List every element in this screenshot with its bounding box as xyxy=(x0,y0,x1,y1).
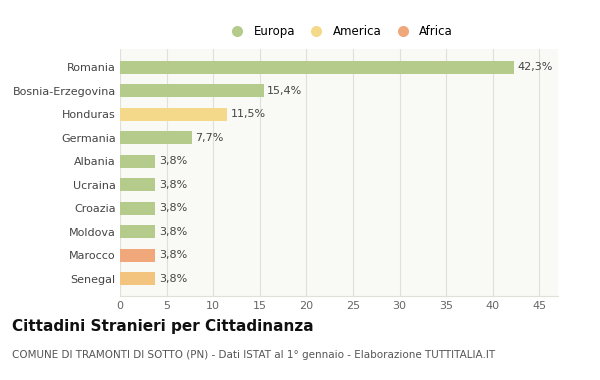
Text: 42,3%: 42,3% xyxy=(518,62,553,72)
Text: 3,8%: 3,8% xyxy=(159,227,187,237)
Bar xyxy=(120,108,227,120)
Legend: Europa, America, Africa: Europa, America, Africa xyxy=(220,21,458,43)
Text: 3,8%: 3,8% xyxy=(159,156,187,166)
Bar xyxy=(120,178,155,191)
Bar xyxy=(120,225,155,238)
Bar xyxy=(120,155,155,168)
Text: COMUNE DI TRAMONTI DI SOTTO (PN) - Dati ISTAT al 1° gennaio - Elaborazione TUTTI: COMUNE DI TRAMONTI DI SOTTO (PN) - Dati … xyxy=(12,350,495,359)
Bar xyxy=(120,272,155,285)
Text: Cittadini Stranieri per Cittadinanza: Cittadini Stranieri per Cittadinanza xyxy=(12,319,314,334)
Bar xyxy=(120,131,192,144)
Text: 3,8%: 3,8% xyxy=(159,180,187,190)
Text: 3,8%: 3,8% xyxy=(159,274,187,284)
Text: 15,4%: 15,4% xyxy=(267,86,302,96)
Bar xyxy=(120,249,155,262)
Text: 11,5%: 11,5% xyxy=(231,109,266,119)
Bar xyxy=(120,61,514,74)
Text: 3,8%: 3,8% xyxy=(159,250,187,260)
Bar xyxy=(120,202,155,215)
Text: 7,7%: 7,7% xyxy=(196,133,224,142)
Bar xyxy=(120,84,263,97)
Text: 3,8%: 3,8% xyxy=(159,203,187,213)
